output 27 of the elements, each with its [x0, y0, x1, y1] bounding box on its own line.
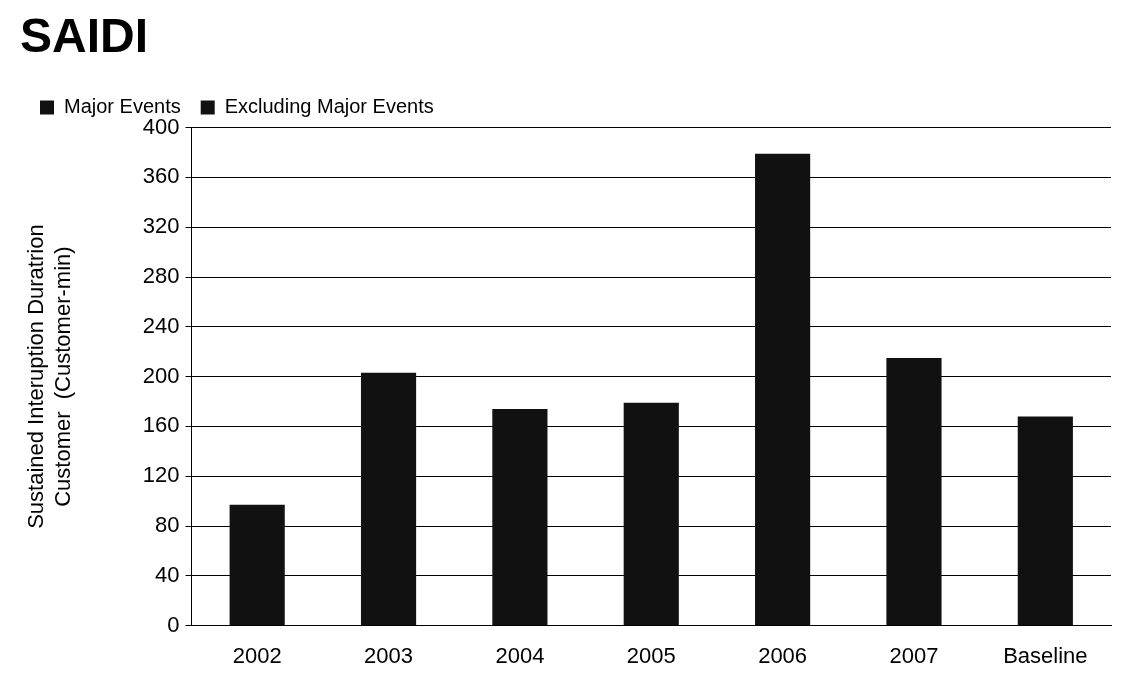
- bar: [492, 408, 548, 626]
- y-axis-title: Sustained Interuption Duratrion Customer (Customer-min): [23, 224, 75, 529]
- bar: [360, 372, 417, 626]
- y-tick-label: 320: [142, 213, 180, 239]
- y-tick-label: 200: [142, 362, 180, 388]
- bar: [886, 357, 942, 626]
- y-tick-label: 280: [142, 263, 180, 289]
- legend-label: Excluding Major Events: [224, 95, 434, 118]
- bar: [623, 402, 679, 626]
- bar: [1017, 416, 1073, 626]
- y-tick-label: 120: [142, 462, 180, 488]
- x-tick-label: 2006: [758, 642, 808, 668]
- y-tick-label: 360: [142, 163, 180, 189]
- y-tick-label: 240: [142, 312, 180, 338]
- x-tick-label: 2002: [232, 642, 282, 668]
- bar: [755, 153, 811, 626]
- y-tick-label: 160: [142, 412, 180, 438]
- x-tick-label: 2003: [364, 642, 414, 668]
- x-tick-label: 2007: [889, 642, 939, 668]
- x-tick-label: 2005: [626, 642, 676, 668]
- bar: [229, 504, 285, 626]
- y-tick-label: 0: [167, 611, 180, 637]
- y-tick-label: 80: [155, 512, 180, 538]
- chart-title: SAIDI: [20, 9, 149, 63]
- x-tick-label: 2004: [495, 642, 545, 668]
- y-tick-label: 40: [155, 561, 180, 587]
- x-tick-label: Baseline: [1003, 642, 1088, 668]
